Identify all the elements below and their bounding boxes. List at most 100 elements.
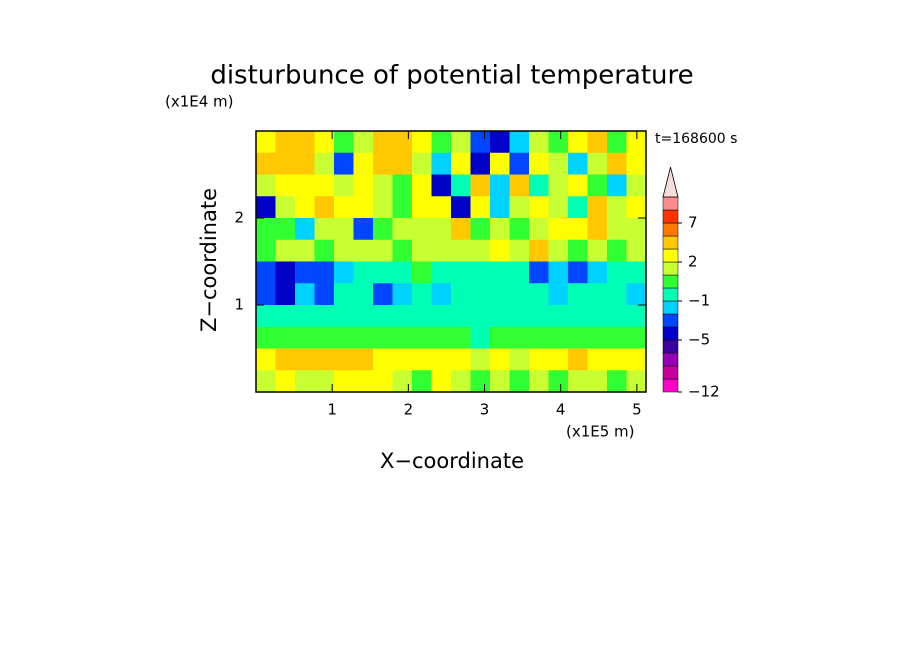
field-cell: [490, 239, 510, 262]
field-cell: [295, 305, 315, 328]
field-cell: [392, 196, 413, 219]
x-tick-label: 2: [404, 401, 414, 419]
field-cell: [509, 196, 530, 219]
field-cell: [548, 174, 569, 197]
field-cell: [334, 348, 354, 371]
colorbar-segment: [662, 352, 679, 367]
field-cell: [412, 283, 432, 306]
colorbar-segment: [662, 261, 679, 276]
field-cell: [373, 131, 393, 154]
field-cell: [451, 152, 471, 175]
field-cell: [431, 196, 452, 219]
field-cell: [431, 239, 452, 262]
field-cell: [548, 326, 569, 349]
field-cell: [607, 131, 627, 154]
field-cell: [490, 305, 510, 328]
field-cell: [548, 348, 569, 371]
field-cell: [431, 283, 452, 306]
field-cell: [431, 174, 452, 197]
field-cell: [568, 131, 588, 154]
y-tick-label: 1: [234, 296, 244, 314]
field-cell: [334, 196, 354, 219]
field-cell: [334, 283, 354, 306]
field-cell: [587, 152, 608, 175]
field-cell: [490, 261, 510, 284]
colorbar-segment: [662, 365, 679, 380]
plot-frame: [255, 130, 647, 393]
field-cell: [529, 261, 549, 284]
field-cell: [607, 174, 627, 197]
field-cell: [275, 131, 296, 154]
colorbar-segment: [662, 274, 679, 289]
field-cell: [334, 370, 354, 393]
field-cell: [353, 370, 374, 393]
field-cell: [548, 152, 569, 175]
field-cell: [626, 326, 647, 349]
field-cell: [451, 326, 471, 349]
field-cell: [529, 305, 549, 328]
field-cell: [451, 305, 471, 328]
field-cell: [431, 131, 452, 154]
x-tick-label: 1: [327, 401, 337, 419]
field-cell: [509, 348, 530, 371]
field-cell: [392, 239, 413, 262]
field-cell: [256, 152, 276, 175]
field-cell: [334, 218, 354, 241]
field-cell: [470, 131, 491, 154]
field-cell: [587, 218, 608, 241]
field-cell: [568, 305, 588, 328]
field-cell: [607, 196, 627, 219]
field-cell: [548, 261, 569, 284]
field-cell: [587, 196, 608, 219]
field-cell: [275, 370, 296, 393]
field-cell: [548, 131, 569, 154]
field-cell: [314, 283, 335, 306]
field-cell: [568, 239, 588, 262]
field-cell: [373, 283, 393, 306]
field-cell: [314, 261, 335, 284]
field-cell: [529, 370, 549, 393]
field-cell: [412, 261, 432, 284]
field-cell: [509, 152, 530, 175]
x-tick-label: 3: [480, 401, 490, 419]
field-cell: [353, 152, 374, 175]
field-cell: [626, 131, 647, 154]
colorbar-segment: [662, 248, 679, 263]
field-cell: [607, 326, 627, 349]
colorbar-segment: [662, 378, 679, 393]
colorbar-segment: [662, 222, 679, 237]
field-cell: [587, 348, 608, 371]
field-cell: [548, 196, 569, 219]
field-cell: [392, 283, 413, 306]
field-cell: [295, 196, 315, 219]
field-cell: [607, 283, 627, 306]
field-cell: [509, 326, 530, 349]
field-cell: [256, 348, 276, 371]
field-cell: [373, 370, 393, 393]
field-cell: [392, 261, 413, 284]
field-cell: [353, 283, 374, 306]
field-cell: [295, 174, 315, 197]
field-cell: [587, 326, 608, 349]
field-cell: [373, 174, 393, 197]
field-cell: [275, 283, 296, 306]
field-cell: [548, 305, 569, 328]
field-cell: [314, 131, 335, 154]
field-cell: [373, 239, 393, 262]
field-cell: [256, 131, 276, 154]
field-cell: [587, 261, 608, 284]
field-cell: [509, 174, 530, 197]
field-cell: [295, 152, 315, 175]
field-cell: [529, 218, 549, 241]
field-cell: [529, 348, 549, 371]
field-cell: [275, 305, 296, 328]
field-cell: [607, 261, 627, 284]
field-cell: [373, 348, 393, 371]
colorbar-tick-label: −12: [688, 383, 720, 401]
field-cell: [295, 348, 315, 371]
field-cell: [373, 196, 393, 219]
y-axis-label: Z−coordinate: [197, 188, 221, 332]
field-cell: [587, 131, 608, 154]
colorbar-segment: [662, 300, 679, 315]
